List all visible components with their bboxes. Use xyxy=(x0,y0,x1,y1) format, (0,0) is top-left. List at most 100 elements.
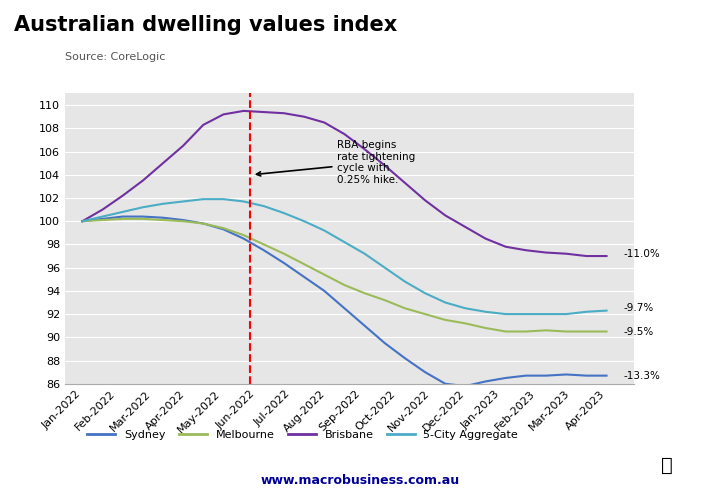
Sydney xyxy=(521,372,530,378)
Melbourne xyxy=(582,329,590,335)
Melbourne xyxy=(98,217,107,223)
Brisbane xyxy=(501,244,510,250)
Brisbane xyxy=(179,143,187,149)
5-City Aggregate xyxy=(582,309,590,315)
Sydney xyxy=(118,214,127,219)
5-City Aggregate xyxy=(521,311,530,317)
Melbourne xyxy=(481,325,490,331)
Brisbane xyxy=(118,193,127,199)
Text: Source: CoreLogic: Source: CoreLogic xyxy=(65,52,165,62)
5-City Aggregate xyxy=(381,265,389,271)
Brisbane xyxy=(78,218,87,224)
5-City Aggregate xyxy=(78,218,87,224)
5-City Aggregate xyxy=(360,251,369,257)
Melbourne xyxy=(280,251,288,257)
Brisbane xyxy=(441,213,450,218)
Melbourne xyxy=(501,329,510,335)
Sydney xyxy=(280,260,288,266)
Line: Brisbane: Brisbane xyxy=(82,111,606,256)
5-City Aggregate xyxy=(541,311,550,317)
Sydney xyxy=(340,306,349,311)
Brisbane xyxy=(219,111,228,117)
Brisbane xyxy=(481,236,490,242)
5-City Aggregate xyxy=(179,198,187,204)
Sydney xyxy=(78,218,87,224)
Line: 5-City Aggregate: 5-City Aggregate xyxy=(82,199,606,314)
Brisbane xyxy=(381,162,389,168)
Text: -9.7%: -9.7% xyxy=(624,303,654,313)
Sydney xyxy=(138,214,147,219)
Brisbane xyxy=(521,247,530,253)
Brisbane xyxy=(360,146,369,152)
Melbourne xyxy=(320,272,329,277)
5-City Aggregate xyxy=(219,196,228,202)
Melbourne xyxy=(118,216,127,222)
Brisbane xyxy=(562,251,570,257)
Brisbane xyxy=(199,122,208,128)
Sydney xyxy=(582,372,590,378)
Text: -11.0%: -11.0% xyxy=(624,249,660,259)
Brisbane xyxy=(421,197,430,203)
Brisbane xyxy=(320,120,329,125)
Melbourne xyxy=(300,261,309,267)
5-City Aggregate xyxy=(98,214,107,219)
Brisbane xyxy=(582,253,590,259)
Melbourne xyxy=(521,329,530,335)
Sydney xyxy=(421,369,430,375)
Text: www.macrobusiness.com.au: www.macrobusiness.com.au xyxy=(261,474,460,487)
Sydney xyxy=(260,247,268,253)
Text: BUSINESS: BUSINESS xyxy=(580,47,681,65)
Melbourne xyxy=(562,329,570,335)
5-City Aggregate xyxy=(260,203,268,209)
Brisbane xyxy=(602,253,611,259)
5-City Aggregate xyxy=(239,198,248,204)
5-City Aggregate xyxy=(481,309,490,315)
Text: 🐺: 🐺 xyxy=(661,456,673,474)
Sydney xyxy=(501,375,510,381)
Brisbane xyxy=(138,178,147,184)
Sydney xyxy=(381,340,389,346)
Sydney xyxy=(320,288,329,294)
Line: Melbourne: Melbourne xyxy=(82,219,606,332)
Text: -13.3%: -13.3% xyxy=(624,370,661,381)
Melbourne xyxy=(401,306,410,311)
5-City Aggregate xyxy=(138,204,147,210)
Brisbane xyxy=(300,114,309,120)
Brisbane xyxy=(159,160,167,166)
Brisbane xyxy=(280,110,288,116)
Sydney xyxy=(441,381,450,387)
Brisbane xyxy=(401,180,410,186)
Brisbane xyxy=(340,131,349,137)
5-City Aggregate xyxy=(300,218,309,224)
5-City Aggregate xyxy=(441,300,450,306)
Sydney xyxy=(461,383,469,389)
5-City Aggregate xyxy=(320,227,329,233)
Melbourne xyxy=(260,242,268,247)
Brisbane xyxy=(239,108,248,114)
Sydney xyxy=(481,378,490,384)
5-City Aggregate xyxy=(118,209,127,215)
Text: MACRO: MACRO xyxy=(594,21,668,38)
Sydney xyxy=(179,217,187,223)
Sydney xyxy=(98,216,107,222)
5-City Aggregate xyxy=(401,278,410,284)
Melbourne xyxy=(219,225,228,231)
Brisbane xyxy=(461,224,469,230)
Melbourne xyxy=(602,329,611,335)
5-City Aggregate xyxy=(501,311,510,317)
Brisbane xyxy=(98,207,107,213)
Text: Australian dwelling values index: Australian dwelling values index xyxy=(14,15,398,35)
5-City Aggregate xyxy=(602,308,611,313)
Sydney xyxy=(401,355,410,361)
Text: RBA begins
rate tightening
cycle with
0.25% hike.: RBA begins rate tightening cycle with 0.… xyxy=(257,140,416,184)
Sydney xyxy=(602,372,611,378)
Melbourne xyxy=(159,217,167,223)
5-City Aggregate xyxy=(421,290,430,296)
Melbourne xyxy=(78,218,87,224)
Melbourne xyxy=(239,232,248,238)
Sydney xyxy=(159,215,167,221)
Brisbane xyxy=(541,249,550,255)
Melbourne xyxy=(381,297,389,303)
5-City Aggregate xyxy=(562,311,570,317)
5-City Aggregate xyxy=(461,306,469,311)
